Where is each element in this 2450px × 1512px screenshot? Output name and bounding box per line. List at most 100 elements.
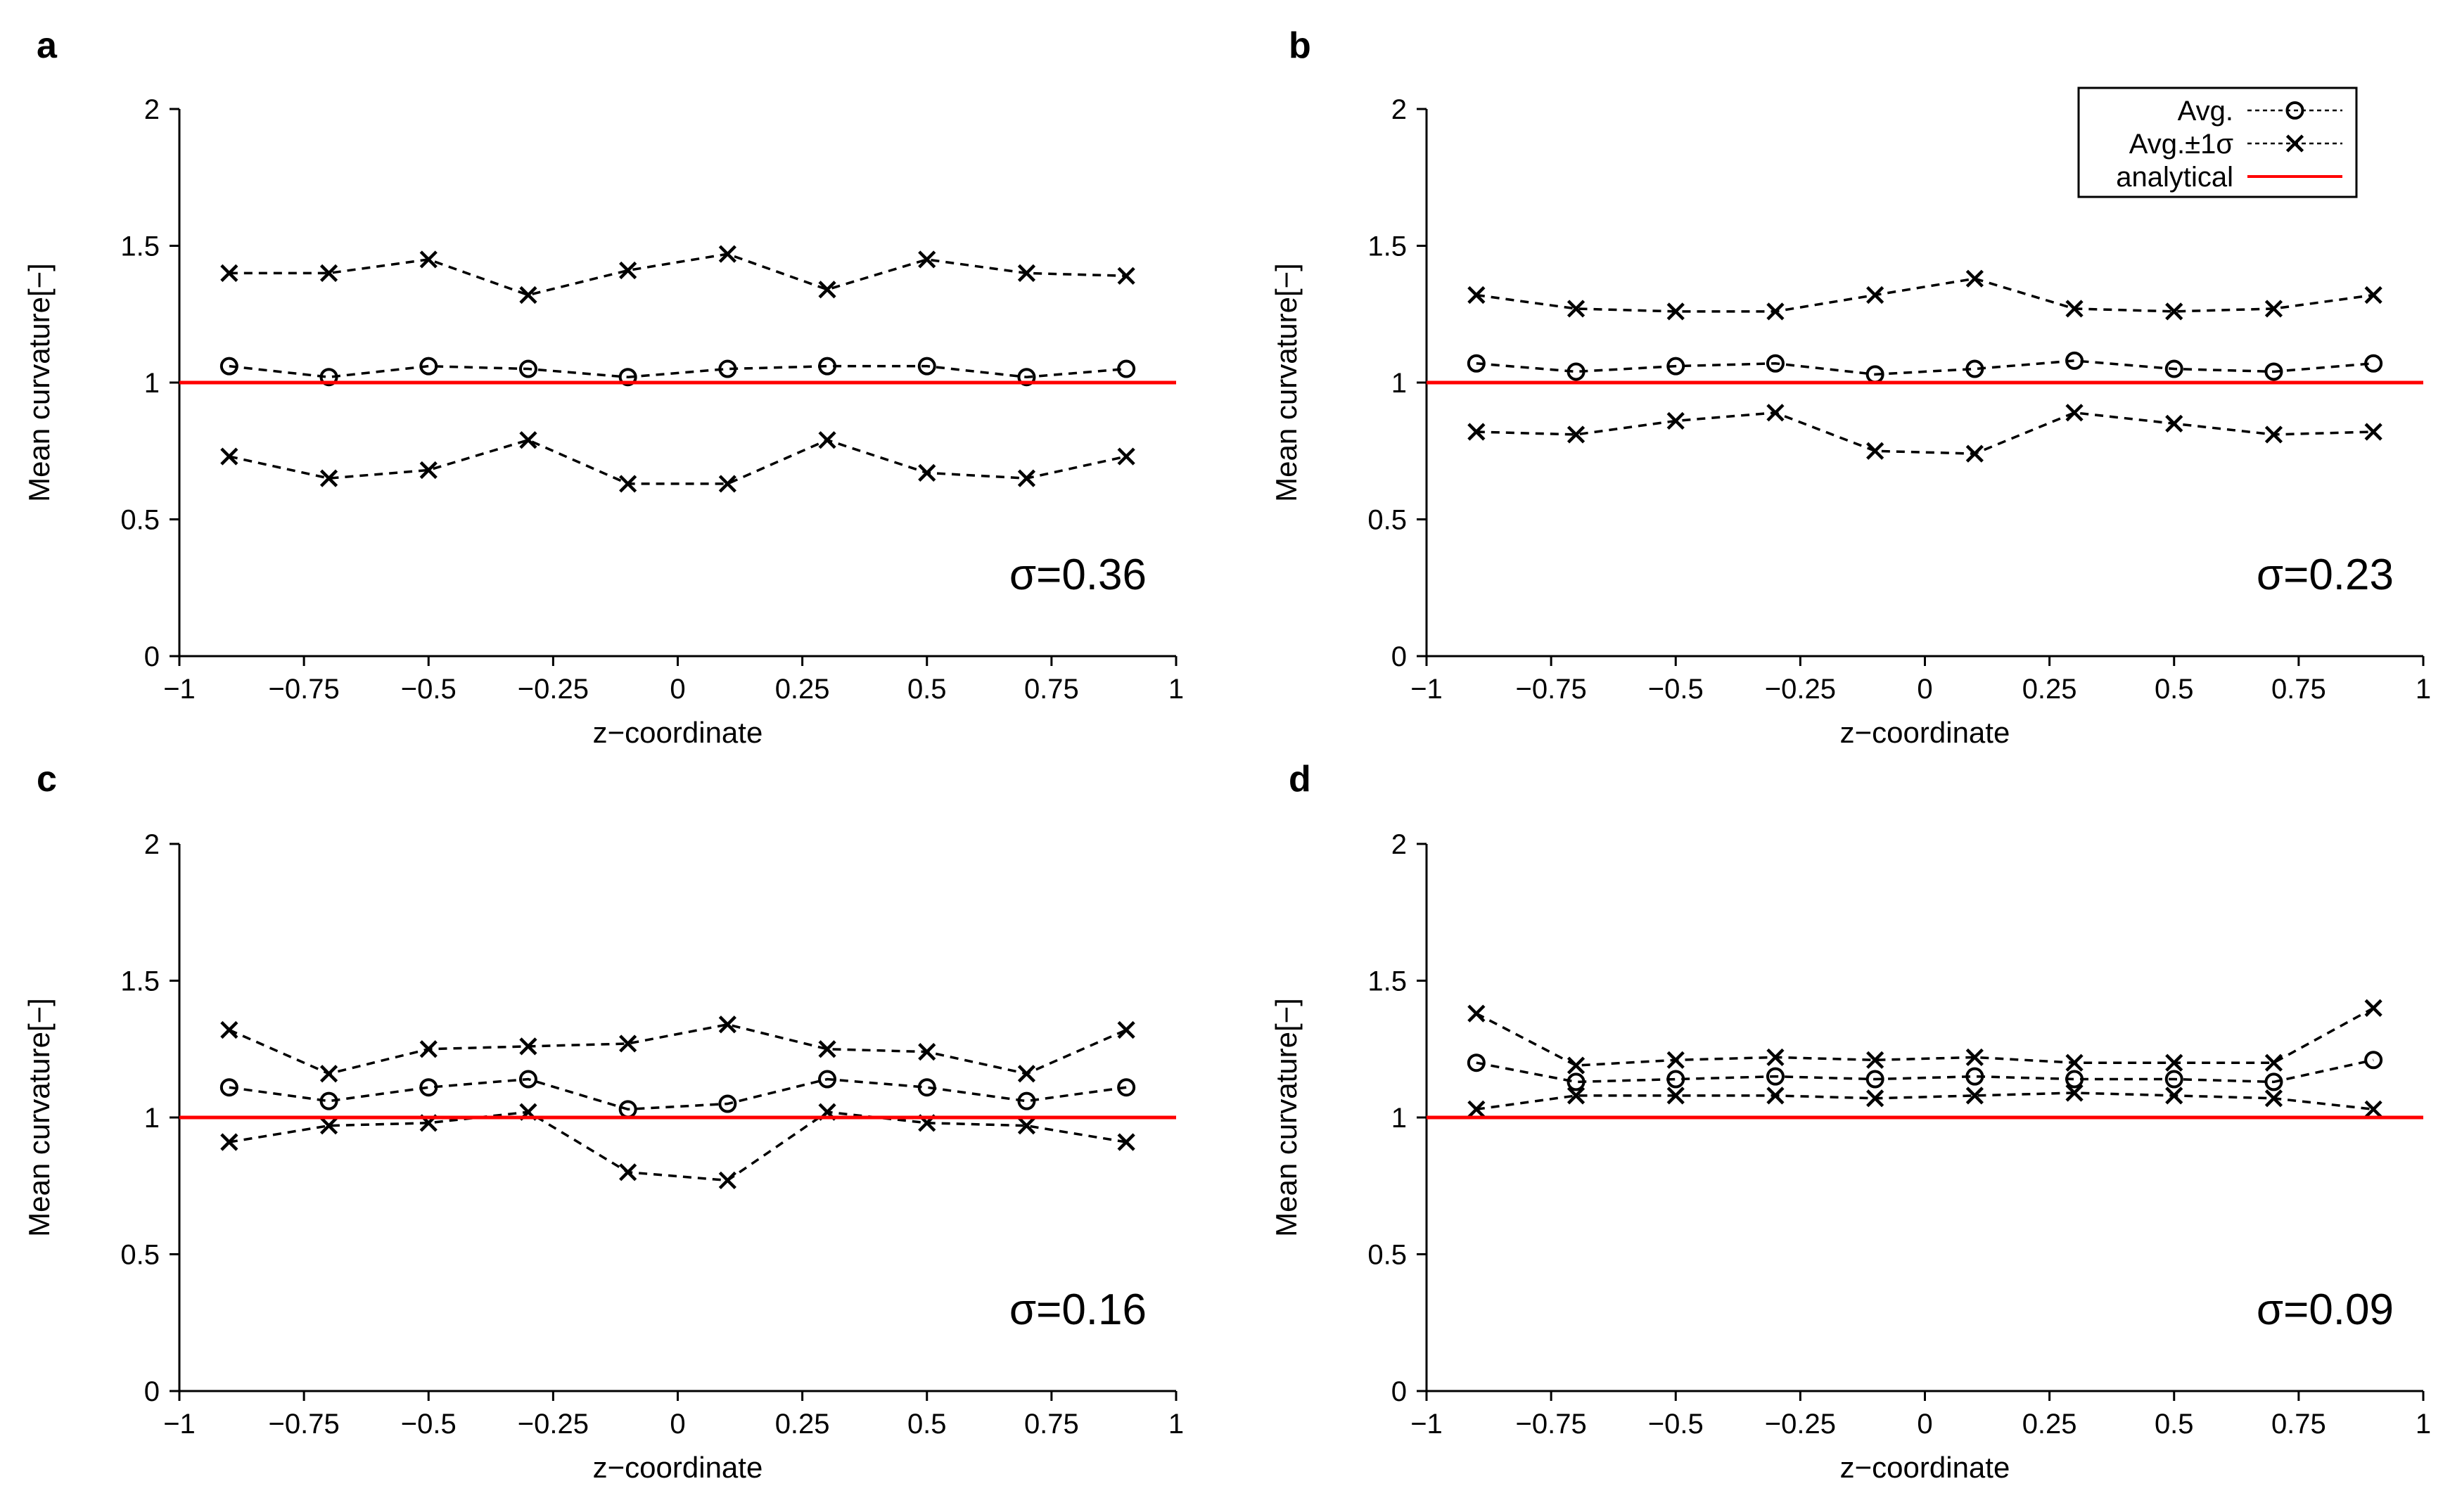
data-point-sigma — [2264, 1053, 2283, 1072]
y-tick-label: 1 — [144, 368, 160, 399]
data-point-avg — [1117, 359, 1136, 378]
x-tick-label: −0.25 — [518, 674, 589, 705]
data-point-sigma — [818, 281, 836, 299]
data-point-sigma — [2264, 1089, 2283, 1108]
x-tick-label: −0.25 — [518, 1409, 589, 1440]
data-point-sigma — [1017, 1117, 1036, 1135]
data-point-sigma — [1117, 267, 1135, 285]
data-point-sigma — [1766, 302, 1785, 321]
x-tick-label: −0.25 — [1765, 1409, 1836, 1440]
data-point-sigma — [2364, 286, 2382, 305]
x-tick-label: 0.25 — [775, 1409, 830, 1440]
data-point-sigma — [619, 1163, 637, 1181]
x-tick-label: 0.75 — [2271, 674, 2326, 705]
data-point-sigma — [619, 1034, 637, 1053]
legend-marker-circle — [2285, 101, 2304, 120]
data-point-avg — [419, 357, 438, 376]
data-point-sigma — [1567, 1087, 1586, 1105]
panel-c: c 0 0.5 1 1.5 2 −1 −0.75 −0.5 −0.25 0 0.25 0.5 0.75 1 z… — [23, 759, 1184, 1484]
data-point-sigma — [1766, 1048, 1785, 1067]
data-point-avg — [1017, 368, 1036, 387]
data-point-avg — [818, 357, 837, 376]
data-point-sigma — [1567, 300, 1586, 318]
data-point-sigma — [1567, 425, 1586, 444]
data-point-avg — [2065, 1070, 2084, 1089]
data-point-sigma — [718, 1016, 736, 1034]
data-point-avg — [2264, 1072, 2283, 1091]
series-line — [229, 1077, 1127, 1111]
x-tick-label: −1 — [1410, 1409, 1443, 1440]
data-point-sigma — [718, 475, 736, 493]
data-point-sigma — [2264, 300, 2283, 318]
series-line — [1476, 1006, 2374, 1067]
series-line — [1476, 411, 2374, 455]
data-point-avg — [2164, 1070, 2183, 1089]
data-point-sigma — [1017, 1065, 1036, 1083]
data-point-sigma — [1117, 447, 1135, 466]
x-tick-label: 0.5 — [2155, 1409, 2194, 1440]
y-axis-title: Mean curvature[−] — [23, 998, 56, 1237]
data-point-sigma — [419, 250, 438, 269]
y-tick-label: 1.5 — [120, 966, 160, 997]
data-point-avg — [1865, 1070, 1884, 1089]
y-tick-label: 2 — [144, 829, 160, 860]
legend-box — [2077, 87, 2358, 198]
legend-label: analytical — [2116, 162, 2233, 193]
data-point-sigma — [2364, 999, 2382, 1017]
series-line — [1476, 277, 2374, 313]
x-tick-label: 1 — [1168, 1409, 1184, 1440]
panel-letter: b — [1289, 25, 1311, 66]
x-tick-label: −0.5 — [401, 674, 457, 705]
data-point-sigma — [918, 1043, 936, 1061]
data-point-sigma — [818, 1040, 836, 1058]
x-axis-title: z−coordinate — [593, 1451, 763, 1484]
sigma-label: σ=0.23 — [2257, 551, 2394, 599]
x-tick-label: 0.25 — [775, 674, 830, 705]
data-point-sigma — [1666, 411, 1685, 430]
data-point-sigma — [1965, 269, 1984, 288]
data-point-sigma — [1766, 404, 1785, 422]
data-point-sigma — [2165, 1087, 2183, 1105]
y-tick-label: 1 — [1391, 368, 1407, 399]
x-tick-label: 0 — [1917, 674, 1932, 705]
panel-a: a 0 0.5 1 1.5 2 −1 −0.75 −0.5 −0.25 0 0.25 0.5 0.75 1 z… — [23, 25, 1184, 749]
data-point-sigma — [319, 1117, 338, 1135]
data-point-avg — [2065, 351, 2084, 370]
panel-d: d 0 0.5 1 1.5 2 −1 −0.75 −0.5 −0.25 0 0.25 0.5 0.75 1 z… — [1270, 759, 2431, 1484]
data-point-sigma — [1866, 442, 1884, 460]
data-point-sigma — [319, 469, 338, 487]
data-point-avg — [2164, 359, 2183, 378]
y-tick-label: 1 — [1391, 1103, 1407, 1134]
x-tick-label: −1 — [1410, 674, 1443, 705]
data-point-sigma — [1017, 264, 1036, 282]
x-axis-title: z−coordinate — [593, 716, 763, 749]
data-point-sigma — [1965, 1087, 1984, 1105]
panel-letter: d — [1289, 759, 1311, 800]
x-tick-label: −0.75 — [269, 674, 340, 705]
y-tick-label: 2 — [1391, 829, 1407, 860]
data-point-avg — [219, 357, 238, 376]
y-axis-title: Mean curvature[−] — [1270, 263, 1303, 502]
data-point-sigma — [1766, 1087, 1785, 1105]
data-point-sigma — [519, 286, 537, 305]
data-point-sigma — [818, 431, 836, 449]
data-point-sigma — [319, 1065, 338, 1083]
x-tick-label: 0.5 — [907, 674, 947, 705]
x-tick-label: 0.25 — [2022, 674, 2077, 705]
x-tick-label: 0.25 — [2022, 1409, 2077, 1440]
data-point-sigma — [1467, 1100, 1486, 1118]
data-point-sigma — [1117, 1133, 1135, 1151]
data-point-avg — [1766, 1067, 1785, 1086]
data-point-sigma — [918, 250, 936, 269]
series-line — [1476, 1091, 2374, 1111]
series-line — [229, 364, 1127, 378]
series-line — [229, 1110, 1127, 1182]
series-line — [1476, 359, 2374, 376]
x-tick-label: 1 — [2416, 674, 2431, 705]
data-point-sigma — [2165, 414, 2183, 433]
panel-letter: a — [37, 25, 58, 66]
y-tick-label: 0 — [144, 1376, 160, 1407]
data-point-sigma — [2264, 425, 2283, 444]
data-point-avg — [319, 368, 338, 387]
y-tick-label: 0.5 — [120, 505, 160, 536]
